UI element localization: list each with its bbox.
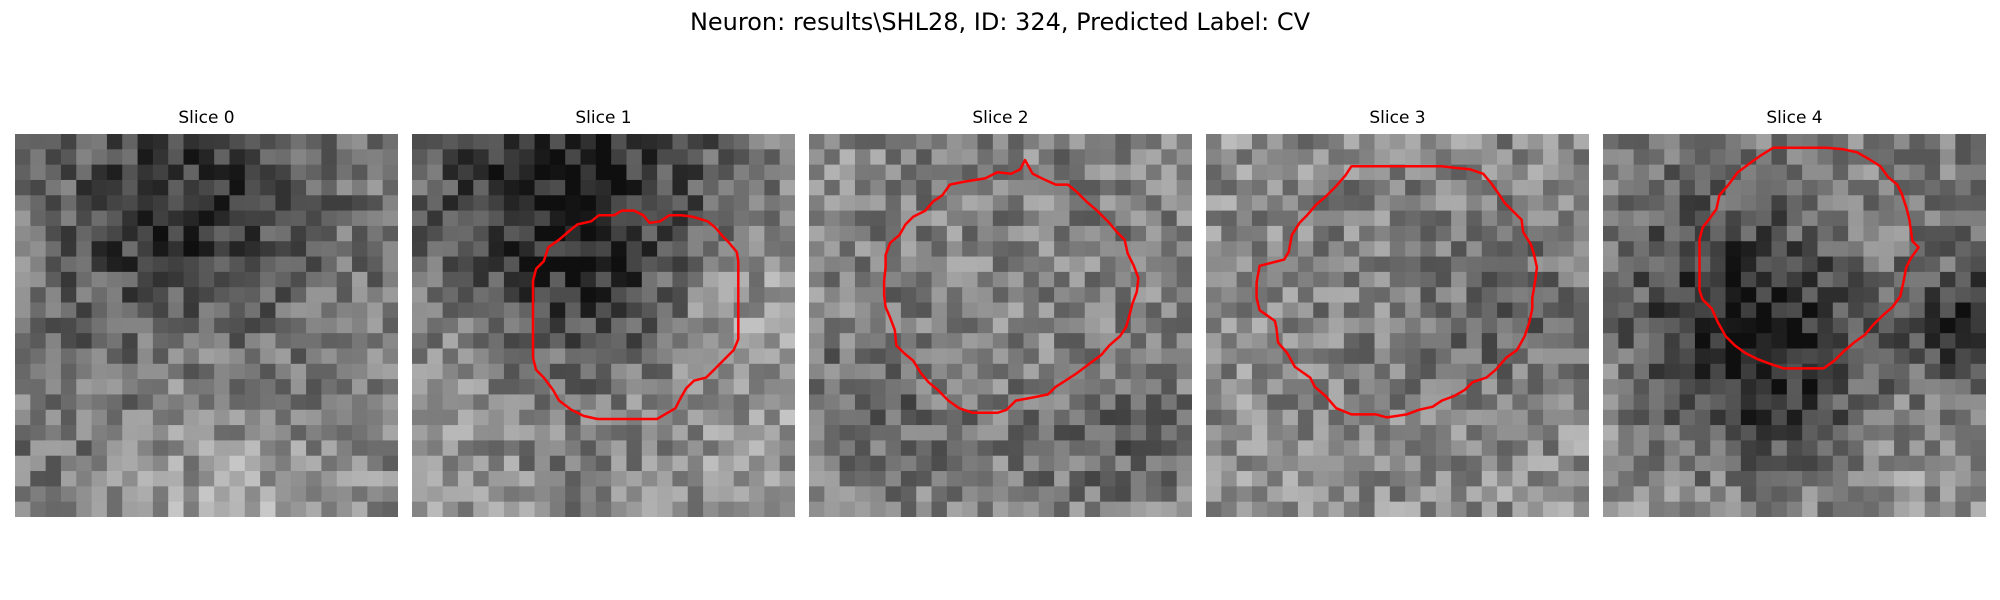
slice-title: Slice 0 <box>178 108 235 128</box>
slice-image <box>809 134 1192 517</box>
pixel-grid <box>809 134 1192 517</box>
roi-contour <box>1698 146 1920 370</box>
pixel-grid <box>15 134 398 517</box>
pixel-grid <box>412 134 795 517</box>
slice-image <box>1603 134 1986 517</box>
slice-image <box>15 134 398 517</box>
slice-title: Slice 4 <box>1766 108 1823 128</box>
slice-title: Slice 3 <box>1369 108 1426 128</box>
pixel-grid <box>1603 134 1986 517</box>
figure-title: Neuron: results\SHL28, ID: 324, Predicte… <box>689 8 1311 36</box>
roi-contour <box>1255 164 1539 419</box>
slice-image <box>412 134 795 517</box>
roi-contour <box>531 209 740 421</box>
roi-contour <box>882 158 1140 415</box>
pixel-grid <box>1206 134 1589 517</box>
slice-title: Slice 2 <box>972 108 1029 128</box>
slice-title: Slice 1 <box>575 108 632 128</box>
slice-image <box>1206 134 1589 517</box>
